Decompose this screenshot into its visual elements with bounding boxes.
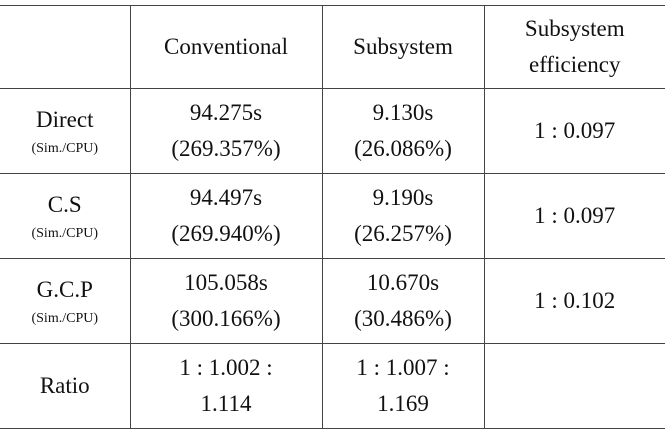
cell-text: 1 : 1.002 :	[131, 350, 322, 386]
row-sublabel: (Sim./CPU)	[0, 138, 130, 160]
data-row: C.S(Sim./CPU)94.497s(269.940%)9.190s(26.…	[0, 174, 665, 259]
cell-text: (269.357%)	[131, 131, 322, 167]
cell-text: 94.497s	[131, 180, 322, 216]
row-label-cell: C.S(Sim./CPU)	[0, 174, 130, 259]
value-cell: 1 : 0.097	[484, 174, 665, 259]
value-cell: 1 : 0.097	[484, 89, 665, 174]
row-label: Direct	[0, 102, 130, 138]
header-text: Conventional	[131, 29, 322, 65]
header-cell: Conventional	[130, 6, 322, 89]
row-label-cell: Ratio	[0, 344, 130, 429]
row-sublabel: (Sim./CPU)	[0, 308, 130, 330]
value-cell: 10.670s(30.486%)	[322, 259, 484, 344]
value-cell: 9.130s(26.086%)	[322, 89, 484, 174]
cell-text: (26.257%)	[323, 216, 484, 252]
value-cell: 1 : 1.007 :1.169	[322, 344, 484, 429]
cell-text: 1 : 1.007 :	[323, 350, 484, 386]
cell-text: 9.190s	[323, 180, 484, 216]
header-text: Subsystem	[485, 11, 665, 47]
data-row: Direct(Sim./CPU)94.275s(269.357%)9.130s(…	[0, 89, 665, 174]
cell-text: 1 : 0.097	[485, 198, 665, 234]
value-cell: 1 : 1.002 :1.114	[130, 344, 322, 429]
row-sublabel: (Sim./CPU)	[0, 223, 130, 245]
corner-cell	[0, 6, 130, 89]
cell-text: 1 : 0.097	[485, 113, 665, 149]
value-cell: 1 : 0.102	[484, 259, 665, 344]
row-label-cell: Direct(Sim./CPU)	[0, 89, 130, 174]
cell-text: (269.940%)	[131, 216, 322, 252]
data-row: G.C.P(Sim./CPU)105.058s(300.166%)10.670s…	[0, 259, 665, 344]
cell-text: 9.130s	[323, 95, 484, 131]
value-cell: 9.190s(26.257%)	[322, 174, 484, 259]
value-cell: 94.497s(269.940%)	[130, 174, 322, 259]
header-cell: Subsystem	[322, 6, 484, 89]
row-label-cell: G.C.P(Sim./CPU)	[0, 259, 130, 344]
cell-text: 1.169	[323, 386, 484, 422]
row-label: Ratio	[0, 368, 130, 404]
cell-text: 1.114	[131, 386, 322, 422]
value-cell: 105.058s(300.166%)	[130, 259, 322, 344]
header-text: efficiency	[485, 47, 665, 83]
cell-text: 94.275s	[131, 95, 322, 131]
value-cell	[484, 344, 665, 429]
value-cell: 94.275s(269.357%)	[130, 89, 322, 174]
cell-text: 105.058s	[131, 265, 322, 301]
cell-text: (26.086%)	[323, 131, 484, 167]
cell-text: (300.166%)	[131, 301, 322, 337]
cell-text: (30.486%)	[323, 301, 484, 337]
cell-text: 10.670s	[323, 265, 484, 301]
row-label: C.S	[0, 187, 130, 223]
cell-text: 1 : 0.102	[485, 283, 665, 319]
row-label: G.C.P	[0, 272, 130, 308]
header-text: Subsystem	[323, 29, 484, 65]
